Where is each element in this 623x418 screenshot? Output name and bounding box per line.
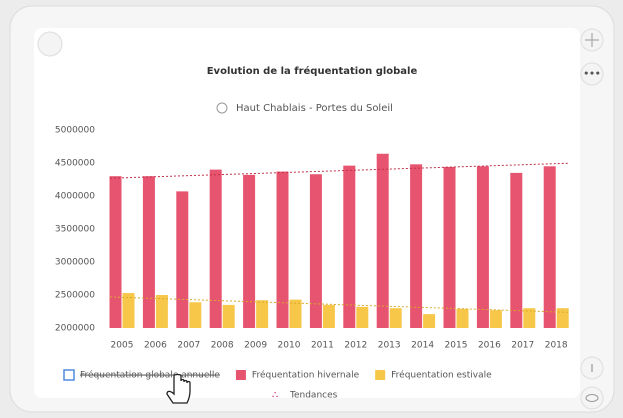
- x-tick-label: 2008: [211, 341, 234, 351]
- y-tick-label: 3500000: [55, 225, 95, 235]
- x-tick-label: 2006: [144, 341, 167, 351]
- bar: [122, 293, 135, 328]
- bar: [209, 169, 222, 328]
- trend-line: [109, 296, 569, 313]
- bar: [276, 171, 289, 328]
- bar: [356, 306, 369, 328]
- x-tick-label: 2018: [545, 341, 568, 351]
- legend-label: Fréquentation estivale: [391, 370, 492, 381]
- bar: [322, 304, 335, 328]
- y-tick-label: 2000000: [55, 324, 95, 334]
- chart-subtitle: Haut Chablais - Portes du Soleil: [236, 103, 393, 114]
- bar: [142, 176, 155, 328]
- y-tick-label: 2500000: [55, 291, 95, 301]
- bar: [222, 304, 235, 328]
- bar: [556, 308, 569, 328]
- menu-button[interactable]: [580, 62, 604, 86]
- x-tick-label: 2014: [411, 341, 434, 351]
- move-icon: [585, 33, 599, 47]
- x-tick-label: 2007: [177, 341, 200, 351]
- bar: [256, 300, 269, 328]
- x-tick-label: 2005: [111, 341, 134, 351]
- badge[interactable]: [37, 31, 63, 57]
- chart-title: Evolution de la fréquentation globale: [207, 65, 418, 77]
- bar: [289, 299, 302, 328]
- bar: [376, 153, 389, 328]
- bar: [243, 174, 256, 328]
- legend-swatch: [375, 370, 386, 380]
- bar: [489, 310, 502, 328]
- x-tick-label: 2010: [278, 341, 301, 351]
- x-tick-label: 2012: [344, 341, 367, 351]
- x-tick-label: 2013: [378, 341, 401, 351]
- x-tick-label: 2016: [478, 341, 501, 351]
- bar: [543, 166, 556, 328]
- y-tick-label: 5000000: [55, 126, 95, 136]
- bar: [510, 172, 523, 328]
- x-tick-label: 2015: [445, 341, 468, 351]
- bar: [523, 308, 536, 328]
- bar: [443, 166, 456, 328]
- bar: [176, 191, 189, 328]
- cursor: [166, 373, 191, 404]
- bar: [389, 308, 402, 328]
- y-tick-label: 3000000: [55, 258, 95, 268]
- legend-label: Tendances: [289, 391, 338, 401]
- bar: [410, 164, 423, 328]
- y-tick-label: 4000000: [55, 192, 95, 202]
- bar: [155, 295, 168, 328]
- legend-label: Fréquentation hivernale: [252, 370, 360, 381]
- bar: [476, 166, 489, 328]
- y-tick-label: 4500000: [55, 159, 95, 169]
- x-tick-label: 2009: [244, 341, 267, 351]
- legend-trend-icon: ∴: [272, 390, 278, 401]
- bar: [109, 176, 122, 328]
- menu-icon: •••: [583, 70, 600, 80]
- bar: [343, 165, 356, 328]
- eye-icon: [585, 394, 599, 402]
- bar: [456, 308, 469, 328]
- bar: [189, 302, 202, 328]
- bar: [309, 174, 322, 328]
- bar: [423, 314, 436, 328]
- x-tick-label: 2017: [511, 341, 534, 351]
- view-button[interactable]: [580, 386, 604, 410]
- legend-swatch: [235, 370, 246, 380]
- x-tick-label: 2011: [311, 341, 334, 351]
- trend-line: [109, 162, 569, 179]
- legend-swatch: [63, 369, 75, 381]
- location-icon: [216, 102, 228, 114]
